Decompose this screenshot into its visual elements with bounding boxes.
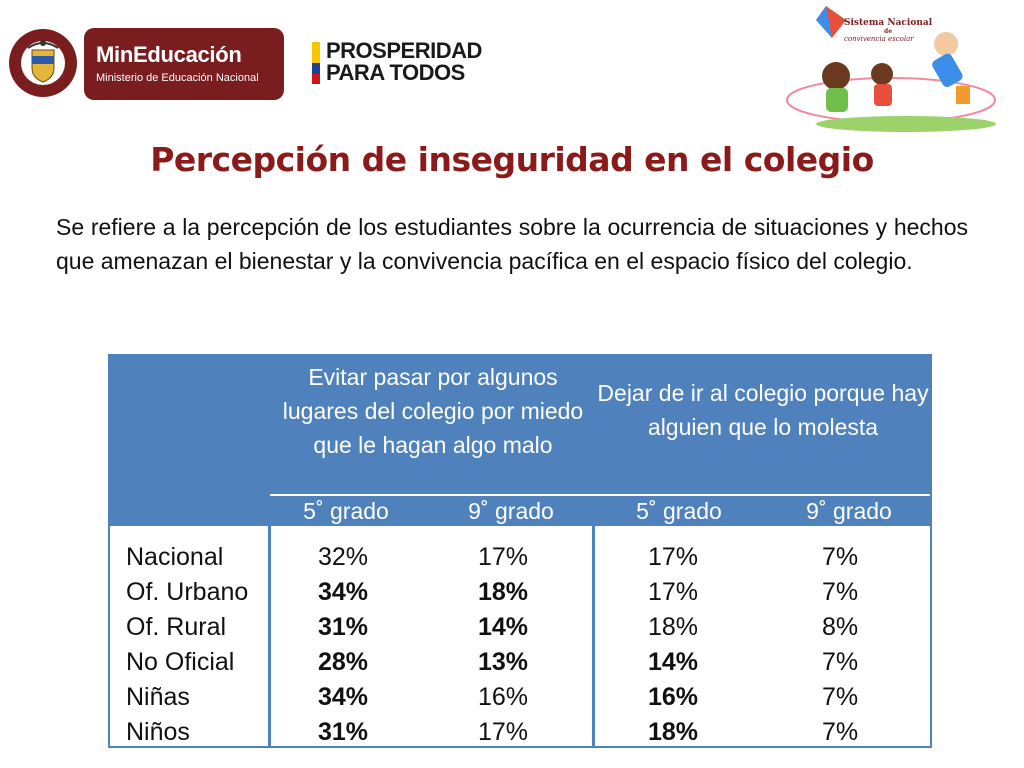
table-cell: 16%: [478, 683, 529, 711]
table-row: Nacional 32% 17% 17% 7%: [110, 540, 930, 575]
row-label: Nacional: [126, 543, 224, 571]
prosperidad-line2: PARA TODOS: [326, 60, 465, 85]
column-header-dejar: Dejar de ir al colegio porque hay alguie…: [597, 380, 929, 440]
table-cell: 18%: [478, 578, 529, 606]
table-cell: 32%: [318, 543, 369, 571]
prosperidad-text: PROSPERIDAD PARA TODOS: [326, 40, 482, 84]
table-cell: 13%: [478, 648, 529, 676]
table-cell: 14%: [478, 613, 529, 641]
description-text: Se refiere a la percepción de los estudi…: [56, 214, 968, 274]
table-cell: 17%: [648, 543, 699, 571]
table-body: Nacional 32% 17% 17% 7% Of. Urbano 34% 18% 17% 7%…: [110, 540, 930, 750]
sistema-nacional-illustration: Sistema Nacional de convivencia escolar: [786, 4, 1002, 136]
table-cell: 31%: [318, 613, 369, 641]
prosperidad-logo: PROSPERIDAD PARA TODOS: [312, 40, 502, 88]
table-header: Evitar pasar por algunos lugares del col…: [110, 356, 930, 526]
mineducacion-logo: MinEducación Ministerio de Educación Nac…: [84, 28, 284, 100]
table-cell: 7%: [822, 543, 859, 571]
table-cell: 7%: [822, 648, 859, 676]
sistema-nacional-label: Sistema Nacional de convivencia escolar: [844, 18, 932, 43]
header: MinEducación Ministerio de Educación Nac…: [0, 0, 1024, 140]
sistema-line3: convivencia escolar: [844, 35, 914, 43]
table-row: Niñas 34% 16% 16% 7%: [110, 680, 930, 715]
sistema-line2: de: [884, 28, 893, 35]
page-title: Percepción de inseguridad en el colegio: [150, 140, 874, 179]
table-cell: 16%: [648, 683, 699, 711]
table-cell: 18%: [648, 613, 699, 641]
table-cell: 7%: [822, 718, 859, 746]
row-label: Of. Rural: [126, 613, 227, 641]
grade-header: 5˚ grado: [636, 498, 722, 524]
table-cell: 34%: [318, 578, 369, 606]
grade-header: 9˚ grado: [468, 498, 554, 524]
table-cell: 7%: [822, 683, 859, 711]
row-label: Niñas: [126, 683, 190, 711]
table-cell: 7%: [822, 578, 859, 606]
colombia-coat-of-arms-logo: [9, 29, 77, 97]
table-row: Of. Rural 31% 14% 18% 8%: [110, 610, 930, 645]
table-cell: 18%: [648, 718, 699, 746]
mineducacion-subtitle: Ministerio de Educación Nacional: [96, 72, 259, 84]
table-row: Niños 31% 17% 18% 7%: [110, 715, 930, 750]
column-header-evitar: Evitar pasar por algunos lugares del col…: [282, 364, 584, 458]
table-cell: 34%: [318, 683, 369, 711]
column-divider: [268, 526, 271, 748]
table-cell: 17%: [478, 543, 529, 571]
table-cell: 28%: [318, 648, 369, 676]
table-cell: 14%: [648, 648, 699, 676]
flag-bar-icon: [312, 42, 320, 84]
grade-header: 9˚ grado: [806, 498, 892, 524]
sistema-line1: Sistema Nacional: [844, 18, 933, 28]
header-divider: [270, 494, 930, 496]
mineducacion-title: MinEducación: [96, 42, 242, 67]
table-cell: 8%: [822, 613, 859, 641]
table-row: No Oficial 28% 13% 14% 7%: [110, 645, 930, 680]
row-label: No Oficial: [126, 648, 235, 676]
results-table: Evitar pasar por algunos lugares del col…: [108, 354, 932, 748]
row-label: Of. Urbano: [126, 578, 249, 606]
children-playing-illustration: [786, 6, 996, 132]
table-cell: 17%: [478, 718, 529, 746]
column-divider: [592, 526, 595, 748]
table-cell: 31%: [318, 718, 369, 746]
grade-header: 5˚ grado: [303, 498, 389, 524]
table-cell: 17%: [648, 578, 699, 606]
table-row: Of. Urbano 34% 18% 17% 7%: [110, 575, 930, 610]
row-label: Niños: [126, 718, 190, 746]
prosperidad-line1: PROSPERIDAD: [326, 38, 482, 63]
